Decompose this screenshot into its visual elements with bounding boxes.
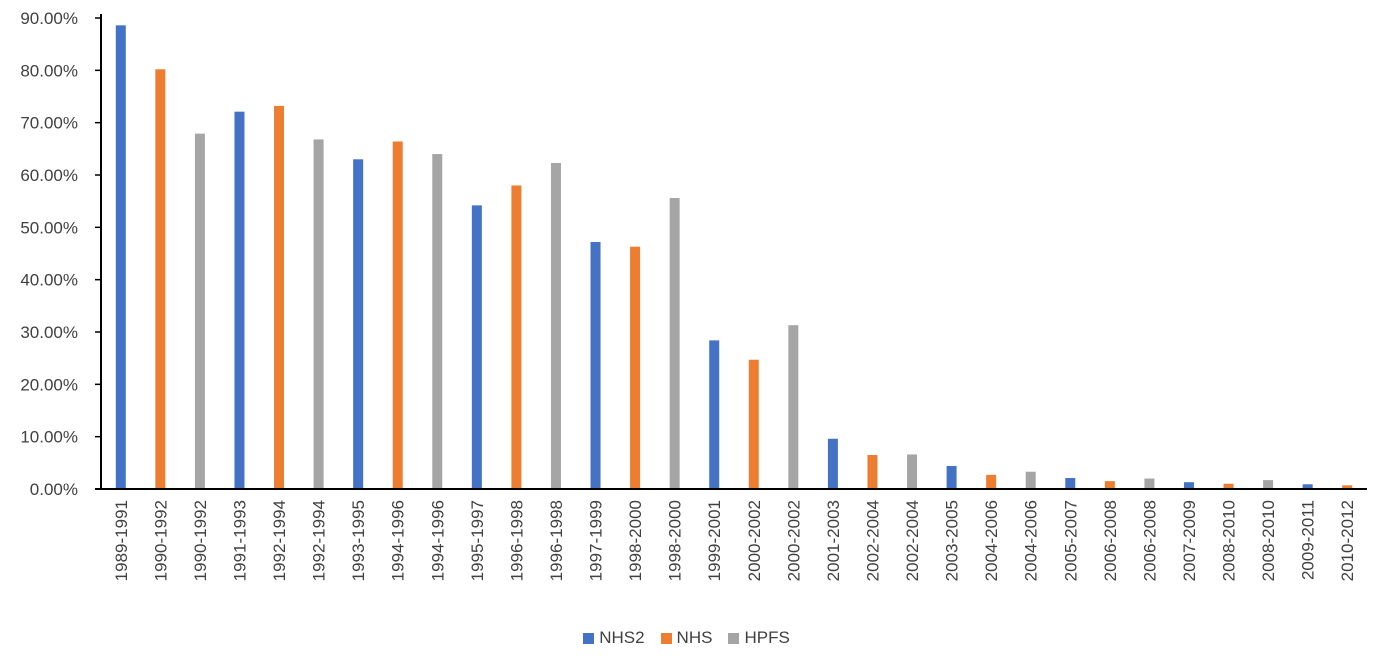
- legend-label-nhs: NHS: [676, 628, 713, 647]
- x-tick-label: 1995-1997: [468, 500, 487, 581]
- bar-hpfs-1998-2000: [669, 198, 680, 489]
- legend-swatch-nhs2: [583, 632, 595, 644]
- x-tick-label: 1993-1995: [349, 500, 368, 581]
- bar-nhs-1992-1994: [274, 105, 285, 490]
- x-tick-label: 2001-2003: [824, 500, 843, 581]
- x-tick-label: 1990-1992: [191, 500, 210, 581]
- bar-nhs2-1993-1995: [353, 159, 364, 490]
- x-tick-label: 2010-2012: [1338, 500, 1357, 581]
- y-tick-label: 50.00%: [20, 218, 78, 237]
- bar-nhs-1990-1992: [155, 69, 166, 489]
- legend-swatch-hpfs: [728, 632, 740, 644]
- x-tick-label: 1994-1996: [389, 500, 408, 581]
- y-tick-label: 60.00%: [20, 166, 78, 185]
- y-tick-label: 80.00%: [20, 61, 78, 80]
- x-tick-label: 2008-2010: [1220, 500, 1239, 581]
- legend-label-nhs2: NHS2: [599, 628, 645, 647]
- y-tick-label: 10.00%: [20, 428, 78, 447]
- bar-nhs-2006-2008: [1104, 481, 1115, 489]
- legend-item-hpfs: HPFS: [728, 628, 790, 648]
- bar-group: [115, 25, 1353, 490]
- x-tick-label: 2007-2009: [1180, 500, 1199, 581]
- x-tick-label: 2002-2004: [863, 500, 882, 581]
- legend-item-nhs: NHS: [660, 628, 713, 648]
- bar-nhs-1994-1996: [392, 141, 403, 490]
- bar-nhs2-1999-2001: [709, 340, 720, 489]
- bar-nhs-2002-2004: [867, 454, 878, 489]
- bar-hpfs-2000-2002: [788, 325, 799, 489]
- x-tick-label: 2004-2006: [1022, 500, 1041, 581]
- x-tick-label: 1992-1994: [270, 500, 289, 581]
- x-tick-label: 1996-1998: [507, 500, 526, 581]
- bar-nhs2-1995-1997: [471, 205, 482, 489]
- bar-hpfs-1996-1998: [550, 162, 561, 490]
- y-tick-label: 0.00%: [30, 480, 78, 499]
- bar-hpfs-2002-2004: [907, 454, 918, 489]
- bar-nhs-2008-2010: [1223, 483, 1234, 489]
- bar-hpfs-1990-1992: [194, 133, 205, 489]
- x-axis-ticks: 1989-1991 1990-1992 1990-1992 1991-1993 1992…: [112, 500, 1357, 581]
- x-tick-label: 1998-2000: [626, 500, 645, 581]
- bar-hpfs-1994-1996: [432, 154, 443, 490]
- x-tick-label: 1991-1993: [230, 500, 249, 581]
- bar-chart: 0.00% 10.00% 20.00% 30.00% 40.00% 50.00% 60.00…: [20, 9, 1367, 581]
- x-tick-label: 2005-2007: [1061, 500, 1080, 581]
- bar-hpfs-1992-1994: [313, 139, 324, 489]
- bar-hpfs-2008-2010: [1263, 480, 1274, 489]
- legend-swatch-nhs: [660, 632, 672, 644]
- bar-nhs-2000-2002: [748, 359, 759, 489]
- bar-nhs2-2007-2009: [1183, 482, 1194, 489]
- legend: NHS2 NHS HPFS: [0, 628, 1373, 648]
- bar-nhs2-1997-1999: [590, 241, 601, 489]
- bar-nhs-2010-2012: [1342, 485, 1353, 489]
- y-tick-label: 20.00%: [20, 375, 78, 394]
- bar-nhs2-2003-2005: [946, 465, 957, 489]
- bar-nhs2-1989-1991: [115, 25, 126, 490]
- y-tick-label: 30.00%: [20, 323, 78, 342]
- x-tick-label: 1994-1996: [428, 500, 447, 581]
- x-tick-label: 1997-1999: [587, 500, 606, 581]
- x-tick-label: 1998-2000: [666, 500, 685, 581]
- x-tick-label: 1999-2001: [705, 500, 724, 581]
- bar-hpfs-2004-2006: [1025, 471, 1036, 489]
- bar-nhs-2004-2006: [986, 474, 997, 489]
- bar-nhs-1996-1998: [511, 185, 522, 489]
- x-tick-label: 1989-1991: [112, 500, 131, 581]
- y-tick-label: 70.00%: [20, 114, 78, 133]
- bar-nhs2-2001-2003: [827, 438, 838, 489]
- y-axis-ticks: 0.00% 10.00% 20.00% 30.00% 40.00% 50.00% 60.00…: [20, 9, 101, 499]
- bar-nhs2-2009-2011: [1302, 484, 1313, 489]
- x-tick-label: 2008-2010: [1259, 500, 1278, 581]
- x-tick-label: 2002-2004: [903, 500, 922, 581]
- x-tick-label: 2003-2005: [943, 500, 962, 581]
- x-tick-label: 2006-2008: [1101, 500, 1120, 581]
- y-tick-label: 40.00%: [20, 271, 78, 290]
- x-tick-label: 1990-1992: [151, 500, 170, 581]
- x-tick-label: 2006-2008: [1140, 500, 1159, 581]
- x-tick-label: 2000-2002: [745, 500, 764, 581]
- x-tick-label: 2009-2011: [1299, 500, 1318, 580]
- bar-nhs2-1991-1993: [234, 111, 245, 489]
- y-tick-label: 90.00%: [20, 9, 78, 28]
- legend-label-hpfs: HPFS: [744, 628, 790, 647]
- x-tick-label: 2000-2002: [784, 500, 803, 581]
- legend-item-nhs2: NHS2: [583, 628, 645, 648]
- bar-hpfs-2006-2008: [1144, 478, 1155, 489]
- x-tick-label: 1992-1994: [310, 500, 329, 581]
- x-tick-label: 1996-1998: [547, 500, 566, 581]
- bar-nhs2-2005-2007: [1065, 478, 1076, 489]
- x-tick-label: 2004-2006: [982, 500, 1001, 581]
- bar-nhs-1998-2000: [630, 246, 641, 489]
